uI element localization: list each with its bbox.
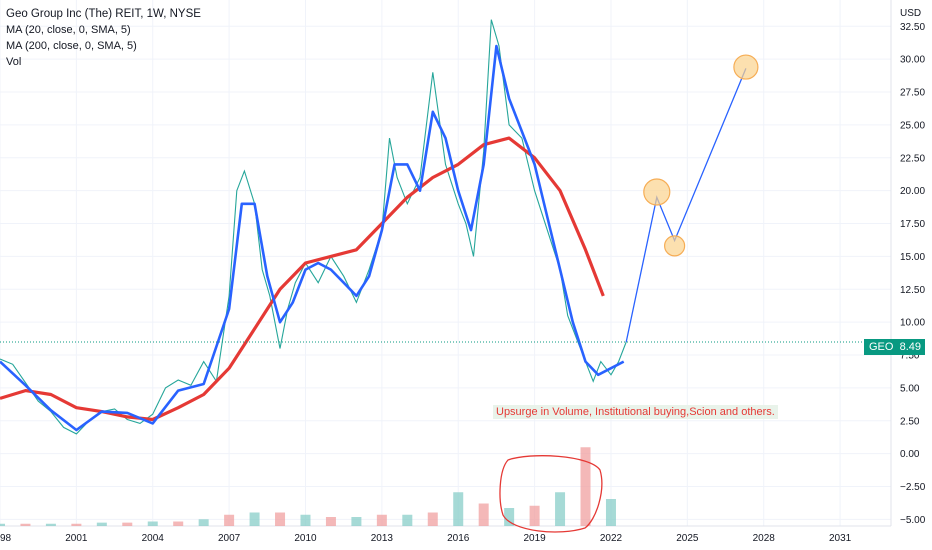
volume-bar bbox=[173, 521, 184, 526]
legend-ma200: MA (200, close, 0, SMA, 5) bbox=[6, 40, 137, 52]
volume-bar bbox=[224, 514, 235, 526]
price-axis-labels: 32.50 30.00 27.50 25.00 22.50 20.00 17.50 15.00… bbox=[900, 22, 926, 526]
y-tick-label: 5.00 bbox=[900, 383, 920, 394]
volume-bar bbox=[325, 517, 336, 526]
volume-bar bbox=[275, 512, 286, 526]
chart-grid bbox=[0, 0, 891, 526]
volume-bar bbox=[147, 521, 158, 526]
volume-bar bbox=[20, 523, 31, 526]
projection-target-circle bbox=[733, 54, 759, 80]
ma20-series bbox=[0, 44, 625, 432]
volume-bar bbox=[96, 522, 107, 526]
y-tick-label: 7.50 bbox=[900, 351, 920, 362]
time-axis-labels: 1998 2001 2004 2007 2010 2013 2016 2019 2022 2025… bbox=[0, 533, 852, 544]
legend-volume: Vol bbox=[6, 56, 22, 68]
price-line bbox=[0, 19, 627, 435]
volume-bar bbox=[198, 519, 209, 526]
ma20-line bbox=[0, 44, 625, 432]
volume-highlight-circle bbox=[499, 455, 603, 533]
projection-path bbox=[625, 54, 759, 343]
volume-bar bbox=[122, 522, 133, 526]
y-tick-label: 12.50 bbox=[900, 285, 925, 296]
volume-bar bbox=[402, 514, 413, 526]
x-tick-label: 2001 bbox=[65, 533, 88, 544]
y-tick-label: 0.00 bbox=[900, 449, 920, 460]
y-tick-label: 30.00 bbox=[900, 55, 925, 66]
volume-bar bbox=[504, 508, 515, 526]
chart-legend: Geo Group Inc (The) REIT, 1W, NYSE MA (2… bbox=[6, 6, 201, 70]
last-price-value: 8.49 bbox=[899, 341, 921, 353]
volume-bar bbox=[45, 523, 56, 526]
y-tick-label: 25.00 bbox=[900, 120, 925, 131]
x-tick-label: 2028 bbox=[753, 533, 776, 544]
y-tick-label: −2.50 bbox=[900, 482, 926, 493]
volume-bar bbox=[249, 512, 260, 526]
x-tick-label: 2010 bbox=[294, 533, 317, 544]
price-series bbox=[0, 19, 627, 435]
x-tick-label: 2025 bbox=[676, 533, 699, 544]
y-tick-label: 32.50 bbox=[900, 22, 925, 33]
x-tick-label: 1998 bbox=[0, 533, 12, 544]
x-tick-label: 2031 bbox=[829, 533, 852, 544]
volume-bar bbox=[580, 447, 591, 526]
volume-bar bbox=[555, 492, 566, 526]
volume-bar bbox=[300, 514, 311, 526]
y-tick-label: 27.50 bbox=[900, 88, 925, 99]
chart-title: Geo Group Inc (The) REIT, 1W, NYSE bbox=[6, 8, 201, 20]
x-tick-label: 2004 bbox=[142, 533, 165, 544]
y-tick-label: 10.00 bbox=[900, 318, 925, 329]
volume-bar bbox=[0, 523, 5, 526]
last-price-badge: GEO 8.49 bbox=[864, 339, 925, 355]
projection-target-circle bbox=[643, 178, 671, 206]
y-tick-label: 15.00 bbox=[900, 252, 925, 263]
projection-target-circle bbox=[664, 235, 686, 257]
volume-bar bbox=[478, 503, 489, 526]
volume-bar bbox=[351, 517, 362, 526]
volume-bar bbox=[605, 499, 616, 526]
volume-bar bbox=[529, 505, 540, 526]
annotation-label: Upsurge in Volume, Institutional buying,… bbox=[493, 405, 778, 419]
volume-bars bbox=[0, 447, 616, 526]
last-price-symbol: GEO bbox=[869, 341, 894, 353]
x-tick-label: 2022 bbox=[600, 533, 623, 544]
currency-label: USD bbox=[900, 8, 921, 19]
x-tick-label: 2016 bbox=[447, 533, 470, 544]
volume-bar bbox=[453, 492, 464, 526]
y-tick-label: 17.50 bbox=[900, 219, 925, 230]
y-tick-label: 20.00 bbox=[900, 186, 925, 197]
volume-bar bbox=[427, 512, 438, 526]
legend-ma20: MA (20, close, 0, SMA, 5) bbox=[6, 24, 131, 36]
x-tick-label: 2013 bbox=[371, 533, 394, 544]
x-tick-label: 2007 bbox=[218, 533, 241, 544]
projection-line bbox=[625, 68, 747, 343]
y-tick-label: 2.50 bbox=[900, 416, 920, 427]
y-tick-label: −5.00 bbox=[900, 515, 926, 526]
volume-bar bbox=[376, 514, 387, 526]
y-tick-label: 22.50 bbox=[900, 153, 925, 164]
volume-bar bbox=[71, 523, 82, 526]
x-tick-label: 2019 bbox=[523, 533, 546, 544]
